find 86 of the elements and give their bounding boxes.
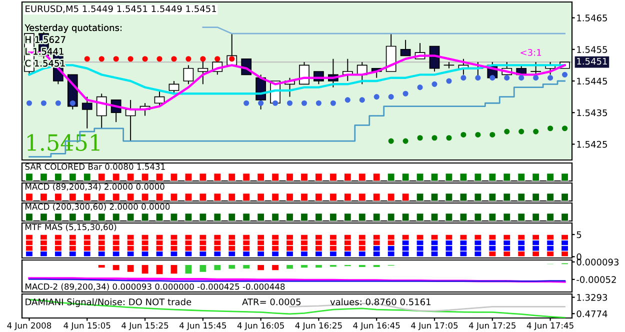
candlestick (168, 80, 180, 94)
point (533, 75, 539, 81)
point (402, 90, 408, 96)
point (475, 132, 481, 138)
candlestick (400, 39, 411, 56)
point (562, 72, 568, 78)
point (330, 100, 336, 106)
y-tick-label: 1.5455 (577, 46, 607, 53)
chart-title: EURUSD,M5 1.5449 1.5451 1.5449 1.5451 (26, 5, 216, 14)
point (244, 100, 250, 106)
x-tick-label: 4 Jun 15:05 (64, 322, 110, 330)
x-tick-label: 4 Jun 2008 (7, 322, 52, 330)
text: MACD-2 (89,200,34) 0.000093 0.000000 -0.000425 -0.000448 (26, 283, 285, 291)
x-tick-label: 4 Jun 17:25 (468, 322, 516, 330)
annotation: Yesterday quotations: (24, 24, 122, 33)
candlestick (183, 64, 194, 85)
point (388, 94, 394, 100)
x-tick-label: 4 Jun 17:05 (411, 322, 458, 330)
point (548, 126, 554, 132)
point (316, 100, 322, 106)
point (70, 100, 76, 106)
candlestick (530, 62, 542, 76)
point (518, 75, 524, 81)
point (272, 100, 278, 106)
point (533, 128, 539, 134)
point (40, 100, 46, 106)
x-tick-label: 4 Jun 17:45 (526, 322, 574, 330)
y-tick-label: 1.5425 (577, 140, 607, 148)
point (113, 56, 119, 62)
x-tick-label: 4 Jun 16:25 (295, 322, 342, 330)
annotation: <3:1 (520, 49, 542, 56)
chart-title: SAR COLORED Bar 0.0080 1.5431 (25, 164, 165, 170)
point (258, 100, 264, 106)
point (388, 138, 394, 144)
y-tick-label: 1.5435 (577, 109, 607, 116)
annotation: values: 0.8760 0.5161 (330, 298, 430, 306)
point (432, 135, 438, 141)
x-tick-label: 4 Jun 16:05 (237, 322, 284, 330)
point (55, 100, 61, 106)
point (128, 56, 134, 62)
point (504, 75, 510, 81)
point (374, 94, 380, 100)
candlestick (82, 96, 92, 129)
y-tick-label: 1.5445 (577, 78, 607, 85)
point (84, 56, 90, 62)
x-tick-label: 4 Jun 16:45 (353, 322, 400, 330)
point (98, 56, 104, 62)
annotation: ATR= 0.0005 (242, 298, 300, 306)
point (286, 100, 293, 106)
point (548, 75, 554, 81)
y-tick-label: 5 (576, 231, 582, 238)
point (504, 128, 510, 134)
point (156, 56, 162, 62)
point (446, 78, 452, 84)
point (446, 135, 452, 141)
point (432, 81, 438, 87)
x-tick-label: 4 Jun 15:25 (122, 322, 168, 330)
point (26, 100, 32, 106)
point (490, 75, 496, 81)
chart-title: MTF MAS (5,15,30,60) (26, 224, 116, 232)
y-tick-label: 0.000093 (576, 258, 619, 266)
point (186, 56, 192, 62)
point (142, 56, 148, 62)
point (402, 138, 408, 144)
y-tick-label: 0.4774 (576, 310, 608, 318)
point (475, 75, 481, 81)
point (214, 56, 220, 62)
point (417, 135, 423, 141)
point (344, 97, 350, 103)
y-tick-label: 1.5465 (577, 14, 607, 22)
point (171, 56, 177, 62)
y-tick-label: -0.00052 (576, 276, 616, 283)
point (460, 75, 466, 81)
point (359, 97, 365, 103)
point (460, 132, 466, 138)
ref-line-label: 1.5451 (577, 58, 607, 65)
x-tick-label: 4 Jun 15:45 (180, 322, 226, 330)
point (490, 132, 496, 138)
point (562, 126, 568, 132)
point (200, 56, 206, 62)
chart-title: MACD (200,300,60) 2.0000 0.0000 (26, 203, 170, 211)
point (301, 100, 308, 106)
point (417, 84, 423, 90)
point (518, 128, 524, 134)
y-tick-label: 1.3293 (577, 294, 608, 301)
chart-title: MACD (89,200,34) 2.0000 0.0000 (26, 183, 164, 191)
